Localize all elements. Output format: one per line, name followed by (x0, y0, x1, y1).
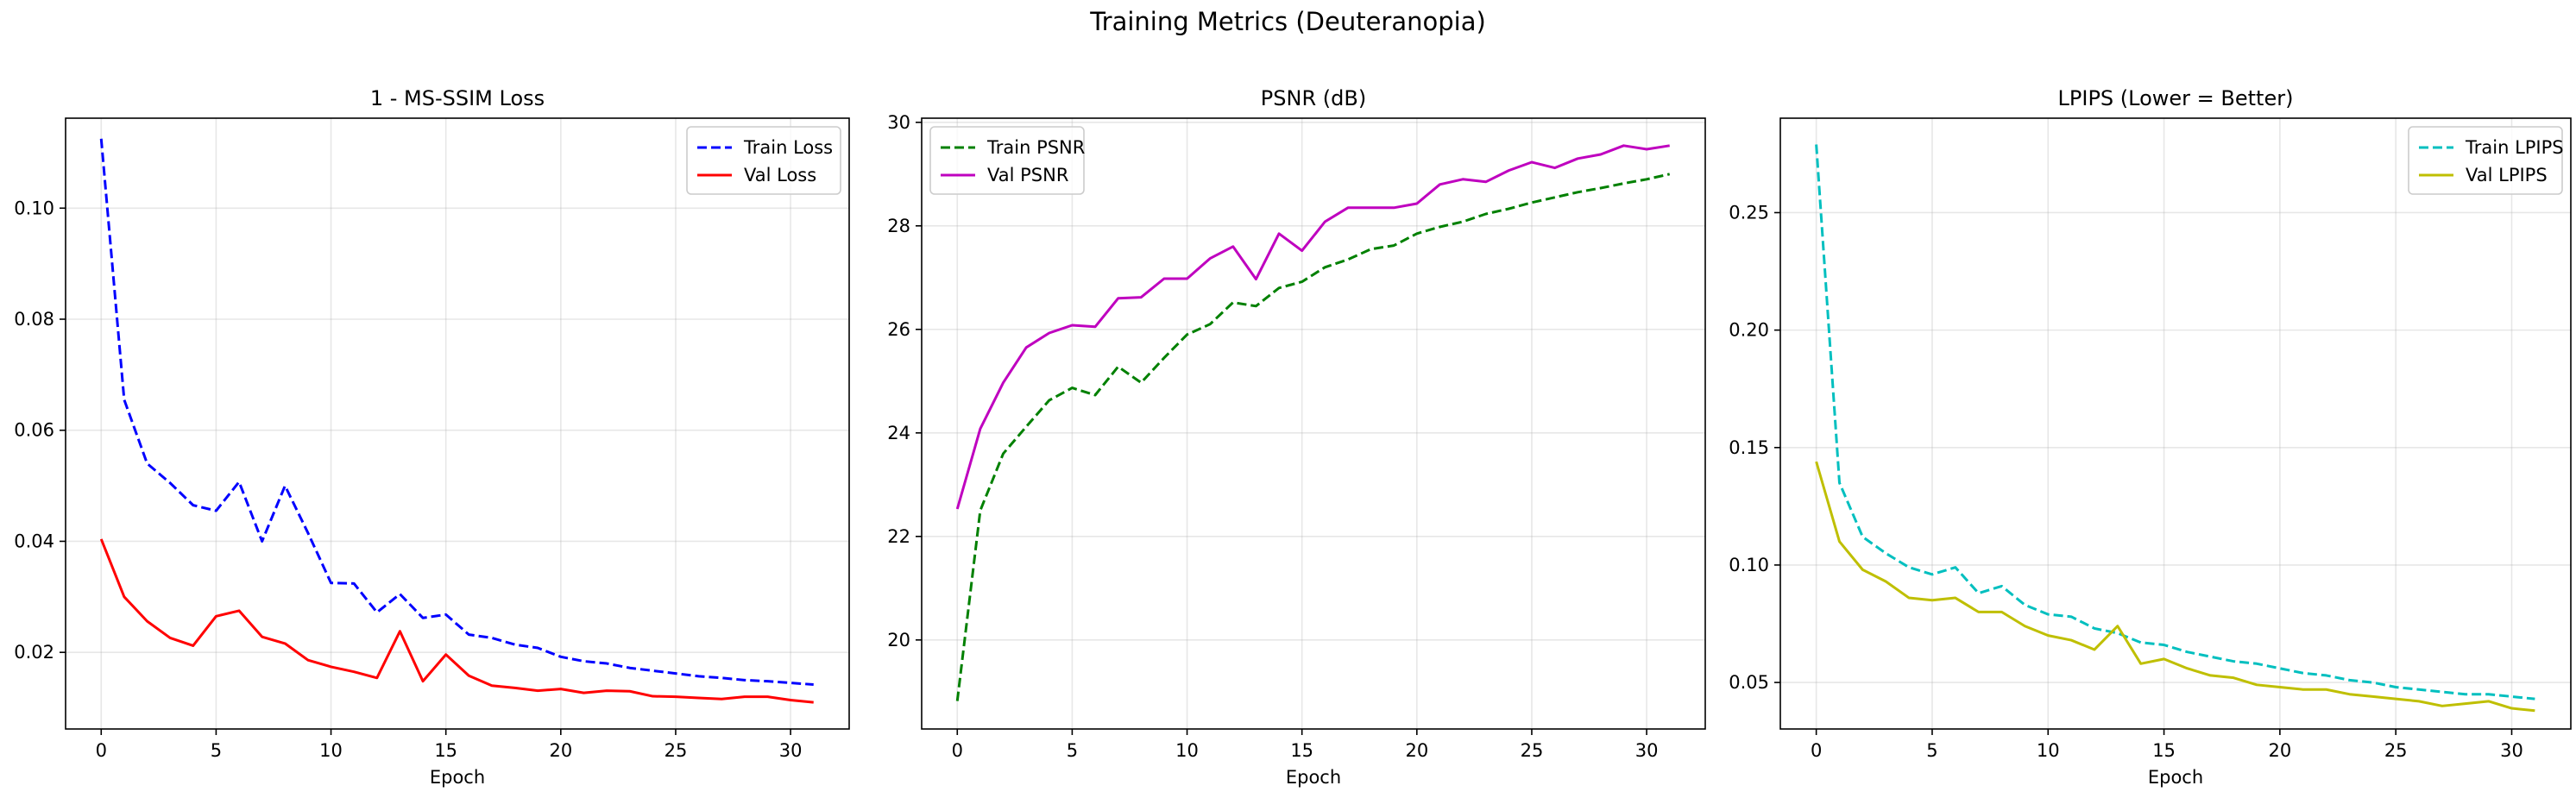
x-axis-label: Epoch (430, 767, 485, 788)
series-line-1 (1815, 144, 2535, 701)
x-tick-label: 25 (2384, 740, 2408, 761)
y-tick-label: 30 (887, 112, 910, 133)
legend-box (929, 126, 1085, 195)
subplot-title: 1 - MS-SSIM Loss (370, 86, 545, 110)
x-tick-label: 5 (211, 740, 222, 761)
y-tick-label: 0.20 (1729, 320, 1769, 341)
series-line-2 (99, 538, 814, 704)
series-line-1 (955, 173, 1671, 701)
y-tick-label: 0.06 (14, 420, 54, 441)
subplot-3: 0 5 10 15 20 25 30 0.05 0.10 0.15 0.20 0.25 LPIPS (L… (1729, 86, 2572, 788)
y-tick-label: 22 (887, 526, 910, 547)
y-tick-label: 28 (887, 216, 910, 236)
legend: Train Loss Val Loss (686, 126, 841, 195)
legend-box (686, 126, 841, 195)
y-tick-label: 0.15 (1729, 437, 1769, 458)
axes-frame (65, 117, 850, 730)
y-tick-label: 0.05 (1729, 672, 1769, 693)
y-tick-label: 0.10 (14, 198, 54, 218)
x-tick-label: 10 (1175, 740, 1199, 761)
series-line-2 (955, 144, 1670, 510)
y-tick-label: 0.08 (14, 309, 54, 330)
x-tick-label: 15 (434, 740, 457, 761)
legend: Train PSNR Val PSNR (929, 126, 1085, 195)
x-tick-label: 30 (779, 740, 803, 761)
x-tick-label: 5 (1926, 740, 1937, 761)
axes-frame (1779, 117, 2572, 730)
legend: Train LPIPS Val LPIPS (2408, 126, 2564, 195)
y-tick-label: 26 (887, 319, 910, 340)
x-tick-label: 15 (2152, 740, 2176, 761)
x-tick-label: 0 (96, 740, 107, 761)
subplot-1: 0 5 10 15 20 25 30 0.02 0.04 0.06 0.08 0.10 1 - MS-S… (14, 86, 850, 788)
series-line-1 (99, 138, 814, 687)
legend-label-1: Train PSNR (986, 137, 1085, 158)
x-tick-label: 10 (2037, 740, 2060, 761)
y-tick-label: 0.10 (1729, 555, 1769, 575)
legend-label-2: Val Loss (744, 165, 816, 185)
x-tick-label: 30 (1635, 740, 1659, 761)
figure-title: Training Metrics (Deuteranopia) (1090, 7, 1486, 36)
x-tick-label: 10 (319, 740, 343, 761)
x-tick-label: 20 (1405, 740, 1428, 761)
subplot-title: PSNR (dB) (1261, 86, 1366, 110)
y-tick-label: 24 (887, 423, 910, 443)
subplot-title: LPIPS (Lower = Better) (2058, 86, 2294, 110)
y-tick-label: 0.25 (1729, 202, 1769, 223)
y-tick-label: 0.02 (14, 642, 54, 663)
x-tick-label: 15 (1290, 740, 1313, 761)
legend-label-1: Train Loss (743, 137, 833, 158)
legend-label-2: Val PSNR (987, 165, 1068, 185)
x-axis-label: Epoch (2148, 767, 2203, 788)
x-axis-label: Epoch (1286, 767, 1341, 788)
x-tick-label: 0 (1811, 740, 1822, 761)
axes-frame (921, 117, 1706, 730)
x-tick-label: 25 (1521, 740, 1544, 761)
y-tick-label: 0.04 (14, 531, 54, 551)
series-line-2 (1815, 461, 2535, 713)
x-tick-label: 30 (2500, 740, 2523, 761)
x-tick-label: 20 (549, 740, 572, 761)
x-tick-label: 20 (2269, 740, 2292, 761)
y-tick-label: 20 (887, 630, 910, 650)
x-tick-label: 5 (1067, 740, 1078, 761)
legend-label-1: Train LPIPS (2465, 137, 2564, 158)
subplot-2: 0 5 10 15 20 25 30 20 22 24 26 28 30 PSNR (dB) Epoch Tr… (887, 86, 1706, 788)
x-tick-label: 25 (664, 740, 688, 761)
legend-label-2: Val LPIPS (2466, 165, 2548, 185)
x-tick-label: 0 (952, 740, 963, 761)
legend-box (2408, 126, 2563, 195)
